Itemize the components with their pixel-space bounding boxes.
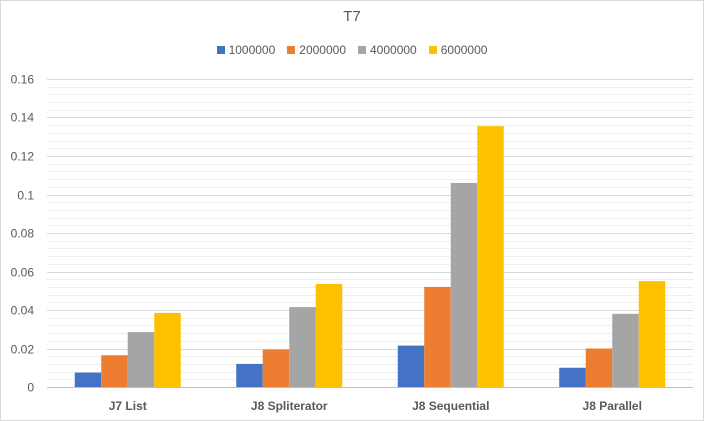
bar — [154, 312, 181, 387]
y-tick-label: 0.1 — [17, 189, 34, 203]
y-tick-label: 0.16 — [11, 73, 35, 87]
bar — [450, 182, 478, 387]
chart-title: T7 — [343, 8, 361, 25]
bar — [262, 349, 290, 387]
x-tick-label: J8 Sequential — [412, 399, 489, 413]
bar — [289, 307, 316, 387]
legend-item: 1000000 — [216, 43, 276, 57]
bar — [559, 367, 586, 387]
legend-label: 4000000 — [370, 43, 417, 57]
bar — [236, 363, 263, 387]
legend-label: 2000000 — [299, 43, 346, 57]
bar — [74, 372, 102, 387]
x-tick-label: J8 Parallel — [583, 399, 642, 413]
legend-label: 6000000 — [440, 43, 488, 57]
legend-swatch — [428, 46, 437, 54]
bar — [612, 313, 639, 387]
x-tick-label: J8 Spliterator — [251, 399, 328, 413]
bar — [638, 281, 666, 387]
legend-item: 4000000 — [358, 43, 417, 57]
legend-swatch — [216, 46, 225, 54]
bar — [127, 332, 155, 387]
y-tick-label: 0 — [27, 381, 34, 395]
bar — [101, 355, 128, 387]
bar — [315, 284, 343, 387]
y-tick-label: 0.04 — [11, 304, 35, 318]
legend: 1000000 2000000 4000000 6000000 — [0, 43, 704, 57]
legend-label: 1000000 — [228, 43, 276, 57]
x-tick-label: J7 List — [109, 399, 147, 413]
y-tick-label: 0.02 — [11, 343, 35, 357]
bar — [397, 345, 425, 387]
y-tick-label: 0.14 — [11, 111, 35, 125]
bar — [424, 286, 451, 387]
y-tick-label: 0.12 — [11, 150, 35, 164]
legend-swatch — [358, 46, 366, 54]
y-tick-label: 0.08 — [11, 227, 35, 241]
legend-item: 6000000 — [428, 43, 488, 57]
bar — [477, 126, 504, 387]
y-tick-label: 0.06 — [11, 266, 35, 280]
legend-swatch — [287, 46, 296, 54]
bar — [585, 348, 613, 387]
legend-item: 2000000 — [287, 43, 346, 57]
